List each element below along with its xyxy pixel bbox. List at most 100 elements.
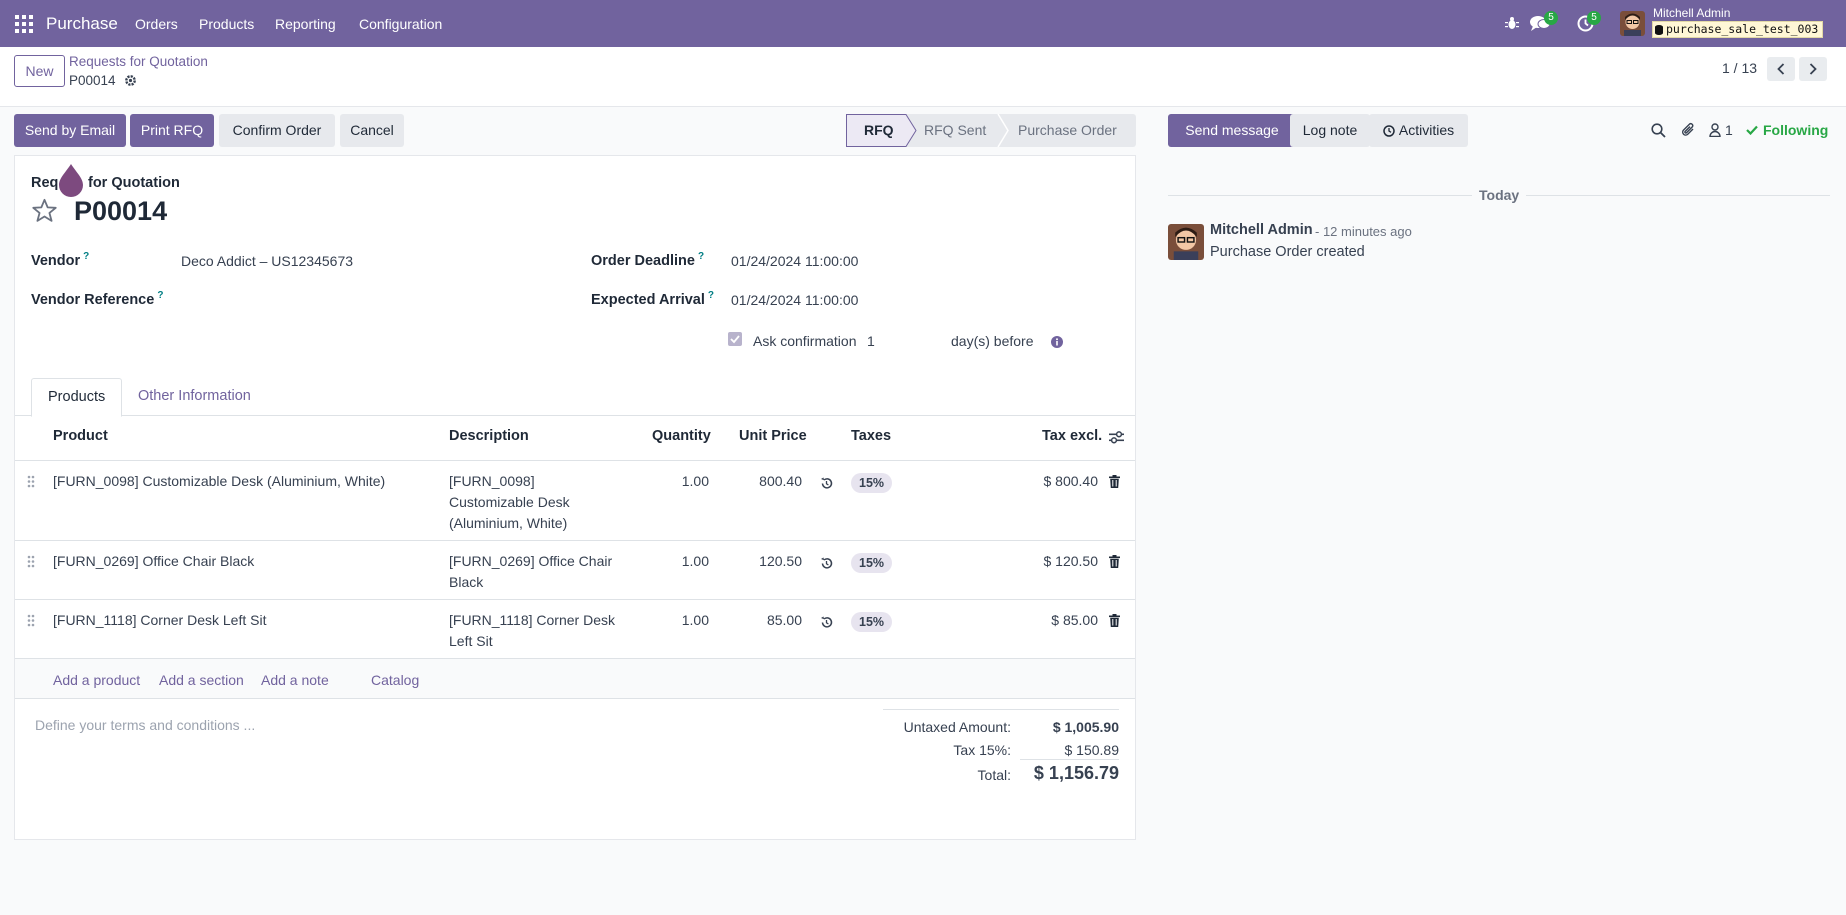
line-subtotal: $ 85.00 xyxy=(1051,612,1098,628)
table-row[interactable]: [FURN_0269] Office Chair Black [FURN_026… xyxy=(15,541,1135,600)
message-author-avatar[interactable] xyxy=(1168,224,1204,260)
line-description-text: (Aluminium, White) xyxy=(449,515,568,531)
column-tax-excl[interactable]: Tax excl. xyxy=(1042,428,1103,444)
line-product[interactable]: [FURN_0269] Office Chair Black xyxy=(53,553,255,569)
vendor-reference-field[interactable] xyxy=(181,284,571,312)
form-sheet: Req for Quotation P00014 Vendor? Deco Ad… xyxy=(14,155,1136,840)
line-tax-badge[interactable]: 15% xyxy=(851,553,893,573)
status-step-rfq-sent[interactable]: RFQ Sent xyxy=(924,122,987,138)
tab-products[interactable]: Products xyxy=(31,378,123,417)
line-product[interactable]: [FURN_0098] Customizable Desk (Aluminium… xyxy=(53,473,386,489)
drag-handle-icon[interactable] xyxy=(27,475,35,488)
column-product[interactable]: Product xyxy=(53,428,108,444)
line-unit-price[interactable]: 85.00 xyxy=(766,612,802,628)
following-label: Following xyxy=(1763,122,1829,138)
line-description[interactable]: [FURN_1118] Corner Desk Left Sit xyxy=(449,610,615,652)
log-note-button[interactable]: Log note xyxy=(1290,114,1370,147)
expected-arrival-field[interactable]: 01/24/2024 11:00:00 xyxy=(731,292,859,308)
messages-count-badge: 5 xyxy=(1544,11,1558,25)
expected-arrival-label: Expected Arrival? xyxy=(591,290,714,308)
line-tax-badge[interactable]: 15% xyxy=(851,612,893,632)
new-button[interactable]: New xyxy=(14,55,65,87)
price-history-icon[interactable] xyxy=(820,616,833,629)
tax-value: $ 150.89 xyxy=(1064,742,1120,758)
following-button[interactable]: Following xyxy=(1746,122,1828,138)
delete-line-trash-icon[interactable] xyxy=(1109,614,1120,627)
menu-products[interactable]: Products xyxy=(199,16,255,32)
table-row[interactable]: [FURN_1118] Corner Desk Left Sit [FURN_1… xyxy=(15,600,1135,659)
confirm-order-button[interactable]: Confirm Order xyxy=(219,114,335,147)
drag-handle-icon[interactable] xyxy=(27,614,35,627)
order-deadline-field[interactable]: 01/24/2024 11:00:00 xyxy=(731,253,859,269)
app-name[interactable]: Purchase xyxy=(46,14,118,33)
pager-previous-button[interactable] xyxy=(1767,57,1795,81)
line-description[interactable]: [FURN_0098] Customizable Desk (Aluminium… xyxy=(449,471,570,534)
table-row[interactable]: [FURN_0098] Customizable Desk (Aluminium… xyxy=(15,461,1135,541)
send-by-email-button[interactable]: Send by Email xyxy=(14,114,126,147)
menu-reporting[interactable]: Reporting xyxy=(275,16,336,32)
line-product[interactable]: [FURN_1118] Corner Desk Left Sit xyxy=(53,612,267,628)
add-line-row: Add a product Add a section Add a note C… xyxy=(15,659,1135,699)
line-description-text: [FURN_0098] xyxy=(449,473,535,489)
favorite-star-icon[interactable] xyxy=(31,197,58,224)
user-avatar[interactable] xyxy=(1620,11,1645,36)
send-message-button[interactable]: Send message xyxy=(1168,114,1296,147)
line-tax-badge[interactable]: 15% xyxy=(851,473,893,493)
add-section-link[interactable]: Add a section xyxy=(159,672,244,688)
line-quantity[interactable]: 1.00 xyxy=(681,473,709,489)
activities-button[interactable]: Activities xyxy=(1369,114,1468,147)
status-step-purchase-order[interactable]: Purchase Order xyxy=(1018,122,1117,138)
price-history-icon[interactable] xyxy=(820,557,833,570)
line-description[interactable]: [FURN_0269] Office Chair Black xyxy=(449,551,612,593)
column-taxes[interactable]: Taxes xyxy=(851,428,892,444)
column-description[interactable]: Description xyxy=(449,428,529,444)
apps-menu-icon[interactable] xyxy=(15,15,33,33)
menu-configuration[interactable]: Configuration xyxy=(359,16,443,32)
user-icon xyxy=(1709,123,1721,137)
column-unit-price[interactable]: Unit Price xyxy=(739,428,807,444)
info-icon[interactable] xyxy=(1051,336,1063,348)
line-unit-price[interactable]: 120.50 xyxy=(759,553,802,569)
tab-other-information[interactable]: Other Information xyxy=(138,388,251,404)
terms-and-conditions-field[interactable]: Define your terms and conditions ... xyxy=(35,717,256,733)
line-quantity[interactable]: 1.00 xyxy=(681,612,709,628)
paperclip-icon[interactable] xyxy=(1681,122,1696,138)
optional-columns-toggle-icon[interactable] xyxy=(1109,431,1124,444)
record-reference[interactable]: P00014 xyxy=(74,196,168,226)
print-rfq-button[interactable]: Print RFQ xyxy=(130,114,214,147)
followers-button[interactable]: 1 xyxy=(1709,122,1733,138)
vendor-reference-help-icon[interactable]: ? xyxy=(157,290,164,301)
vendor-help-icon[interactable]: ? xyxy=(83,251,90,262)
cancel-button[interactable]: Cancel xyxy=(340,114,404,147)
chevron-right-icon xyxy=(1809,63,1817,75)
vendor-reference-label: Vendor Reference? xyxy=(31,290,163,308)
line-quantity[interactable]: 1.00 xyxy=(681,553,709,569)
menu-orders[interactable]: Orders xyxy=(135,16,178,32)
notebook-tabs: Products Other Information xyxy=(15,378,1135,417)
date-separator-line xyxy=(1526,195,1830,196)
add-product-link[interactable]: Add a product xyxy=(53,672,141,688)
total-divider xyxy=(1020,759,1119,760)
delete-line-trash-icon[interactable] xyxy=(1109,475,1120,488)
add-note-link[interactable]: Add a note xyxy=(261,672,329,688)
column-quantity[interactable]: Quantity xyxy=(652,428,711,444)
catalog-link[interactable]: Catalog xyxy=(371,672,420,688)
price-history-icon[interactable] xyxy=(820,477,833,490)
search-messages-icon[interactable] xyxy=(1651,123,1666,138)
drag-handle-icon[interactable] xyxy=(27,555,35,568)
line-unit-price[interactable]: 800.40 xyxy=(759,473,802,489)
vendor-field[interactable]: Deco Addict – US12345673 xyxy=(181,253,354,269)
expected-arrival-help-icon[interactable]: ? xyxy=(707,290,715,301)
gear-icon[interactable] xyxy=(124,74,137,87)
ask-confirmation-checkbox[interactable] xyxy=(728,332,742,346)
order-deadline-help-icon[interactable]: ? xyxy=(697,251,705,262)
order-deadline-label: Order Deadline? xyxy=(591,251,704,269)
user-name[interactable]: Mitchell Admin xyxy=(1653,6,1731,20)
breadcrumb-parent[interactable]: Requests for Quotation xyxy=(69,54,208,69)
pager-next-button[interactable] xyxy=(1799,57,1827,81)
debug-bug-icon[interactable] xyxy=(1505,16,1519,30)
ask-confirmation-days-field[interactable]: 1 xyxy=(867,333,875,349)
delete-line-trash-icon[interactable] xyxy=(1109,555,1120,568)
message-author[interactable]: Mitchell Admin xyxy=(1210,222,1313,238)
pager-value[interactable]: 1 / 13 xyxy=(1722,60,1758,76)
